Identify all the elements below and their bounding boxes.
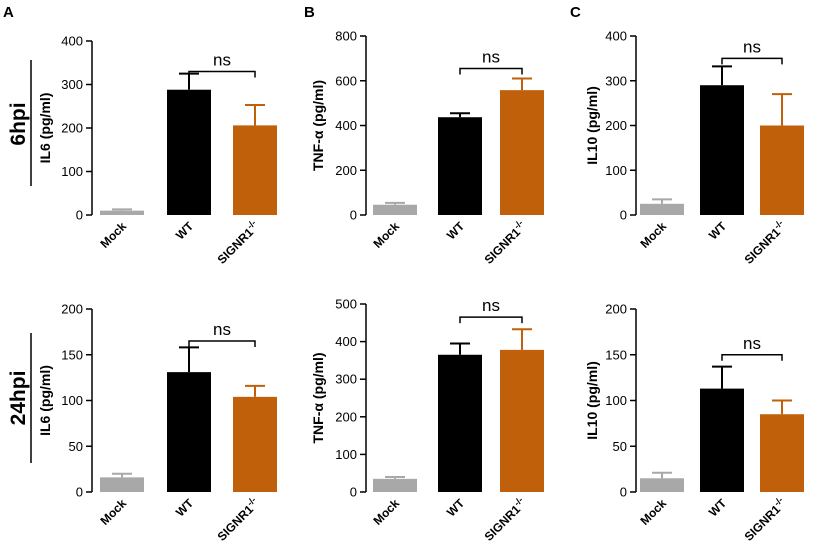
chart-c-24hpi-bar-signr1 — [760, 414, 804, 492]
chart-c-6hpi-ylabel: IL10 (pg/ml) — [584, 86, 600, 165]
chart-b-24hpi: 0 100 200 300 400 500 TNF-α (pg/ml) Mock WT SIGNR… — [310, 296, 544, 544]
chart-c-24hpi-ytick-label: 100 — [605, 393, 627, 408]
chart-c-24hpi-ytick-label: 0 — [620, 485, 627, 500]
chart-b-6hpi-ytick-label: 0 — [350, 208, 357, 223]
chart-a-24hpi: 0 50 100 150 200 IL6 (pg/ml) Mock WT SIGNR1-/- ns — [37, 302, 277, 544]
chart-b-6hpi-ytick-label: 400 — [335, 118, 357, 133]
chart-c-24hpi-category-wt: WT — [706, 496, 730, 520]
chart-a-6hpi-category-wt: WT — [173, 219, 197, 243]
chart-a-6hpi-significance-bracket — [188, 70, 256, 78]
chart-c-24hpi-bar-mock — [640, 478, 684, 492]
chart-b-24hpi-ytick-label: 400 — [335, 334, 357, 349]
chart-a-24hpi-category-signr1: SIGNR1-/- — [213, 495, 262, 544]
chart-c-6hpi-significance-label: ns — [743, 37, 761, 56]
chart-c-24hpi-ytick-label: 150 — [605, 347, 627, 362]
chart-c-24hpi-ytick-label: 200 — [605, 302, 627, 317]
panel-letter-c: C — [570, 4, 581, 21]
chart-c-24hpi-category-mock: Mock — [638, 496, 670, 528]
chart-a-6hpi-bar-mock — [100, 210, 144, 215]
chart-b-24hpi-significance-label: ns — [482, 296, 500, 315]
chart-a-24hpi-ytick-label: 0 — [76, 485, 83, 500]
chart-a-6hpi-significance-label: ns — [213, 50, 231, 69]
chart-a-24hpi-significance-label: ns — [213, 320, 231, 339]
chart-b-6hpi-ytick-label: 200 — [335, 163, 357, 178]
chart-b-24hpi-category-wt: WT — [444, 496, 468, 520]
chart-b-6hpi-bar-mock — [373, 204, 417, 215]
chart-b-6hpi-category-wt: WT — [444, 219, 468, 243]
chart-a-24hpi-ytick-label: 100 — [61, 393, 83, 408]
chart-b-24hpi-ytick-label: 500 — [335, 297, 357, 312]
chart-a-6hpi-ytick-label: 400 — [61, 34, 83, 49]
chart-b-24hpi-ytick-label: 0 — [350, 485, 357, 500]
chart-b-24hpi-bar-signr1 — [500, 349, 544, 492]
chart-c-6hpi-significance-bracket — [721, 57, 783, 65]
chart-a-6hpi-category-signr1: SIGNR1-/- — [213, 218, 262, 267]
chart-a-6hpi-ylabel: IL6 (pg/ml) — [37, 93, 53, 164]
chart-b-24hpi-category-mock: Mock — [371, 496, 403, 528]
chart-b-24hpi-significance-bracket — [459, 316, 523, 324]
chart-a-6hpi-category-mock: Mock — [98, 219, 130, 251]
chart-b-24hpi-bar-wt — [438, 354, 482, 492]
chart-c-6hpi-ytick-label: 400 — [605, 29, 627, 44]
row-label-6hpi: 6hpi — [7, 102, 30, 145]
chart-a-6hpi-ytick-label: 0 — [76, 208, 83, 223]
chart-a-6hpi: 0 100 200 300 400 IL6 (pg/ml) Mock WT SIGNR1-/- n… — [37, 34, 277, 267]
chart-b-6hpi-bar-signr1 — [500, 90, 544, 215]
chart-c-24hpi-category-signr1: SIGNR1-/- — [740, 495, 789, 544]
panel-letter-b: B — [304, 4, 315, 21]
chart-b-6hpi-significance-label: ns — [482, 47, 500, 66]
chart-c-6hpi-ytick-label: 200 — [605, 118, 627, 133]
chart-a-24hpi-bar-wt — [167, 372, 211, 492]
chart-b-6hpi-ylabel: TNF-α (pg/ml) — [310, 80, 326, 171]
chart-b-24hpi-category-signr1: SIGNR1-/- — [480, 495, 529, 544]
chart-a-24hpi-ytick-label: 50 — [69, 439, 83, 454]
chart-c-6hpi-category-wt: WT — [706, 219, 730, 243]
chart-a-6hpi-bar-signr1 — [233, 125, 277, 215]
chart-a-6hpi-bar-wt — [167, 89, 211, 215]
chart-c-6hpi-bar-wt — [700, 85, 744, 215]
chart-a-6hpi-ytick-label: 200 — [61, 121, 83, 136]
chart-c-6hpi: 0 100 200 300 400 IL10 (pg/ml) Mock WT SIGNR1-/-… — [584, 29, 804, 267]
chart-c-24hpi-ytick-label: 50 — [613, 439, 627, 454]
chart-b-6hpi-ytick-label: 600 — [335, 73, 357, 88]
chart-a-24hpi-ylabel: IL6 (pg/ml) — [37, 365, 53, 436]
chart-c-24hpi-significance-label: ns — [743, 334, 761, 353]
chart-b-24hpi-ytick-label: 200 — [335, 409, 357, 424]
chart-c-6hpi-ytick-label: 300 — [605, 73, 627, 88]
chart-b-6hpi: 0 200 400 600 800 TNF-α (pg/ml) Mock WT SIGNR1-/… — [310, 29, 544, 267]
chart-a-6hpi-ytick-label: 300 — [61, 77, 83, 92]
chart-c-6hpi-category-mock: Mock — [638, 219, 670, 251]
chart-b-24hpi-ytick-label: 300 — [335, 372, 357, 387]
chart-c-24hpi-bar-wt — [700, 388, 744, 492]
chart-a-6hpi-ytick-label: 100 — [61, 164, 83, 179]
chart-a-24hpi-ytick-label: 150 — [61, 347, 83, 362]
chart-b-24hpi-ytick-label: 100 — [335, 447, 357, 462]
chart-c-6hpi-bar-signr1 — [760, 125, 804, 215]
panel-letter-a: A — [3, 4, 14, 21]
row-label-24hpi: 24hpi — [7, 371, 30, 426]
chart-a-24hpi-ytick-label: 200 — [61, 302, 83, 317]
charts-group: 0 100 200 300 400 IL6 (pg/ml) Mock WT SIGNR1-/- n… — [37, 29, 804, 544]
chart-a-24hpi-bar-signr1 — [233, 396, 277, 492]
chart-c-6hpi-bar-mock — [640, 203, 684, 215]
chart-c-6hpi-ytick-label: 0 — [620, 208, 627, 223]
chart-c-24hpi: 0 50 100 150 200 IL10 (pg/ml) Mock WT SIGNR1-/- n… — [584, 302, 804, 544]
chart-b-24hpi-bar-mock — [373, 478, 417, 492]
chart-a-24hpi-significance-bracket — [188, 340, 256, 348]
chart-c-24hpi-significance-bracket — [721, 354, 783, 361]
chart-c-6hpi-ytick-label: 100 — [605, 163, 627, 178]
chart-a-24hpi-category-mock: Mock — [98, 496, 130, 528]
chart-b-6hpi-bar-wt — [438, 117, 482, 215]
chart-a-24hpi-bar-mock — [100, 477, 144, 492]
chart-c-6hpi-category-signr1: SIGNR1-/- — [740, 218, 789, 267]
chart-b-6hpi-category-mock: Mock — [371, 219, 403, 251]
chart-b-6hpi-significance-bracket — [459, 67, 523, 75]
chart-c-24hpi-ylabel: IL10 (pg/ml) — [584, 361, 600, 440]
chart-b-6hpi-category-signr1: SIGNR1-/- — [480, 218, 529, 267]
chart-a-24hpi-category-wt: WT — [173, 496, 197, 520]
chart-b-24hpi-ylabel: TNF-α (pg/ml) — [310, 352, 326, 443]
chart-b-6hpi-ytick-label: 800 — [335, 29, 357, 44]
